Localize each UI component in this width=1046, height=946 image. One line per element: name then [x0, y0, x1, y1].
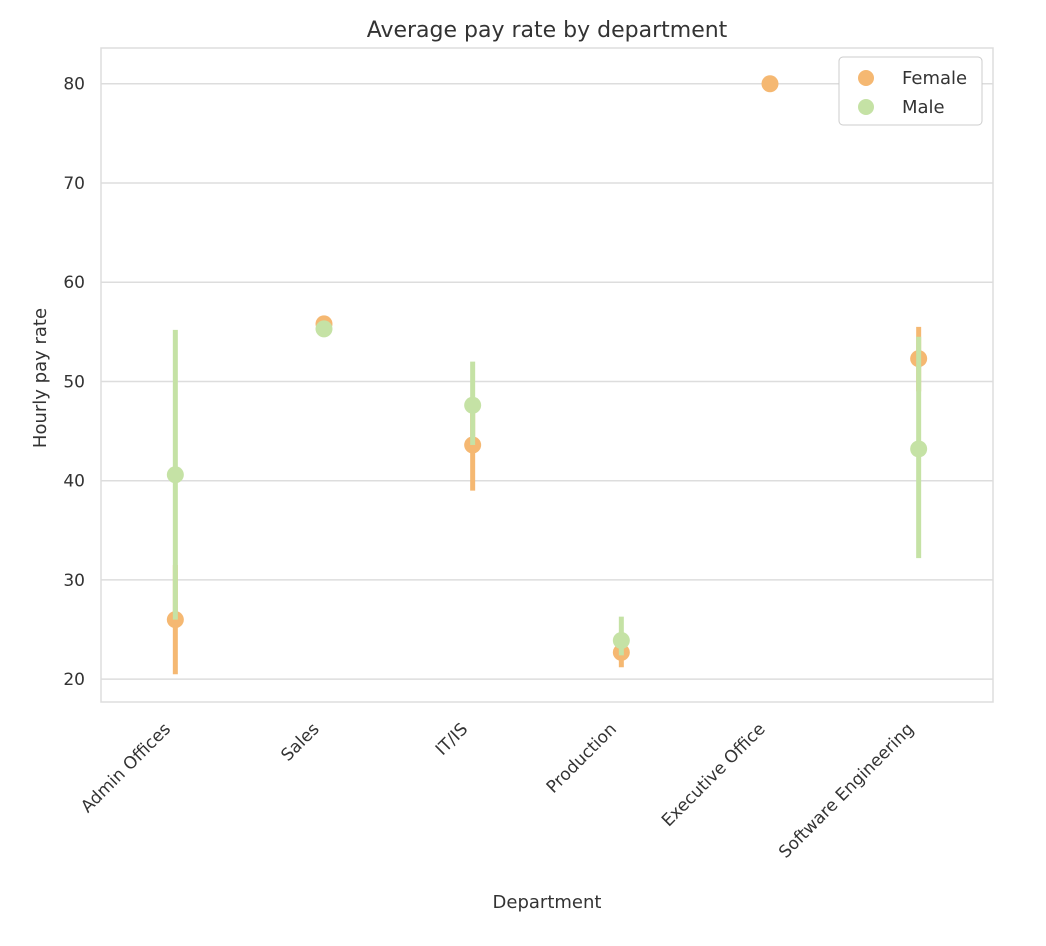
- y-tick-label-70: 70: [63, 174, 85, 194]
- male-point-0: [166, 466, 184, 484]
- male-point-5: [910, 440, 928, 458]
- legend-marker-female: [858, 70, 874, 86]
- legend: Female Male: [838, 56, 983, 126]
- y-axis-title: Hourly pay rate: [30, 308, 51, 448]
- legend-label-female: Female: [902, 68, 967, 89]
- legend-box: [838, 56, 983, 126]
- x-axis-title: Department: [493, 892, 602, 913]
- y-tick-label-60: 60: [63, 273, 85, 293]
- female-point-4: [761, 75, 779, 93]
- series-male: [166, 320, 928, 656]
- legend-label-male: Male: [902, 97, 945, 118]
- y-tick-label-40: 40: [63, 472, 85, 492]
- male-point-2: [464, 396, 482, 414]
- y-tick-label-20: 20: [63, 670, 85, 690]
- grid: [101, 82, 993, 680]
- legend-marker-male: [858, 99, 874, 115]
- male-point-1: [315, 320, 333, 338]
- male-point-3: [612, 631, 630, 649]
- y-tick-labels: 20 30 40 50 60 70 80: [63, 75, 85, 690]
- series: [166, 75, 928, 675]
- y-tick-label-30: 30: [63, 571, 85, 591]
- plot-frame: [100, 47, 994, 703]
- chart-title: Average pay rate by department: [367, 18, 728, 43]
- y-tick-label-50: 50: [63, 372, 85, 392]
- y-tick-label-80: 80: [63, 75, 85, 95]
